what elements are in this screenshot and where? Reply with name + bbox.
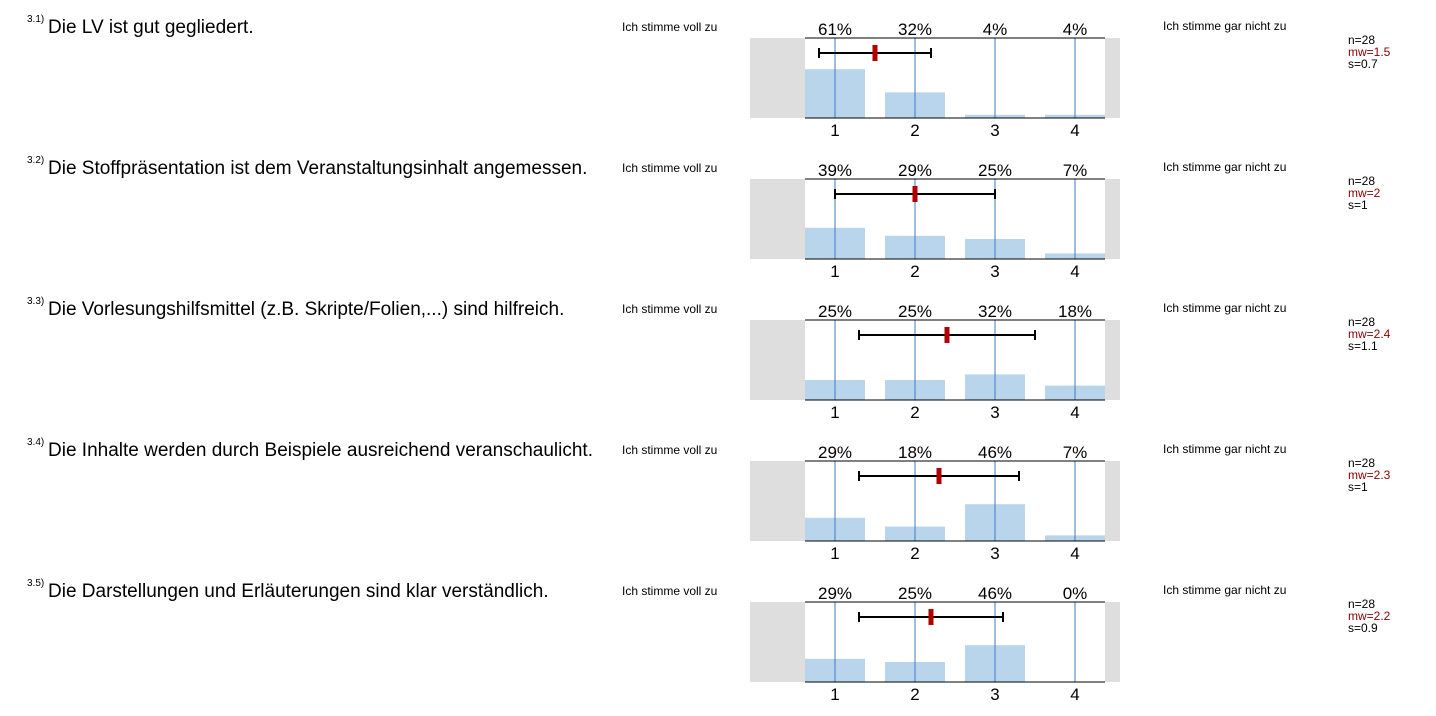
question-number: 3.1) [27,14,44,25]
scale-right-label: Ich stimme gar nicht zu [1163,584,1313,597]
tick-label: 1 [830,685,839,702]
tick-label: 4 [1070,544,1079,561]
percent-label: 4% [983,20,1008,39]
scale-left-label: Ich stimme voll zu [622,20,717,34]
question-text: Die Darstellungen und Erläuterungen sind… [48,582,608,602]
question-item: 3.4) Die Inhalte werden durch Beispiele … [0,437,1436,575]
stats-block: n=28 mw=1.5 s=0.7 [1348,34,1390,70]
tick-label: 1 [830,544,839,561]
percent-label: 25% [818,302,852,321]
scale-left-label: Ich stimme voll zu [622,302,717,316]
percent-label: 7% [1063,443,1088,462]
stat-sd: s=0.7 [1348,58,1390,70]
tick-label: 3 [990,403,999,420]
stat-sd: s=1 [1348,481,1390,493]
side-panel-left [750,461,805,541]
question-text: Die Inhalte werden durch Beispiele ausre… [48,441,608,461]
percent-label: 61% [818,20,852,39]
scale-right-label: Ich stimme gar nicht zu [1163,302,1313,315]
question-text: Die LV ist gut gegliedert. [48,18,608,38]
percent-label: 32% [978,302,1012,321]
tick-label: 2 [910,544,919,561]
tick-label: 4 [1070,403,1079,420]
stats-block: n=28 mw=2.4 s=1.1 [1348,316,1390,352]
tick-label: 4 [1070,262,1079,279]
percent-label: 29% [898,161,932,180]
rating-chart: 61% 32% 4% 4% 1 2 3 4 [740,8,1120,138]
tick-label: 1 [830,403,839,420]
tick-label: 3 [990,262,999,279]
question-number: 3.5) [27,578,44,589]
question-number: 3.4) [27,437,44,448]
percent-label: 7% [1063,161,1088,180]
scale-left-label: Ich stimme voll zu [622,443,717,457]
stat-sd: s=0.9 [1348,622,1390,634]
scale-right-label: Ich stimme gar nicht zu [1163,20,1313,33]
question-item: 3.1) Die LV ist gut gegliedert. Ich stim… [0,14,1436,152]
tick-label: 2 [910,121,919,138]
percent-label: 25% [978,161,1012,180]
stats-block: n=28 mw=2.2 s=0.9 [1348,598,1390,634]
percent-label: 39% [818,161,852,180]
percent-label: 18% [1058,302,1092,321]
mean-marker [873,45,878,61]
scale-left-label: Ich stimme voll zu [622,161,717,175]
percent-label: 29% [818,584,852,603]
question-number: 3.3) [27,296,44,307]
question-item: 3.5) Die Darstellungen und Erläuterungen… [0,578,1436,716]
side-panel-right [1105,320,1120,400]
tick-label: 2 [910,262,919,279]
tick-label: 2 [910,403,919,420]
percent-label: 46% [978,584,1012,603]
stat-sd: s=1.1 [1348,340,1390,352]
mean-marker [929,609,934,625]
side-panel-right [1105,602,1120,682]
mean-marker [937,468,942,484]
tick-label: 3 [990,544,999,561]
side-panel-right [1105,38,1120,118]
percent-label: 46% [978,443,1012,462]
tick-label: 1 [830,121,839,138]
percent-label: 18% [898,443,932,462]
scale-left-label: Ich stimme voll zu [622,584,717,598]
tick-label: 1 [830,262,839,279]
question-item: 3.2) Die Stoffpräsentation ist dem Veran… [0,155,1436,293]
percent-label: 25% [898,584,932,603]
question-text: Die Stoffpräsentation ist dem Veranstalt… [48,159,608,179]
stats-block: n=28 mw=2.3 s=1 [1348,457,1390,493]
tick-label: 4 [1070,121,1079,138]
percent-label: 4% [1063,20,1088,39]
rating-chart: 29% 18% 46% 7% 1 2 3 4 [740,431,1120,561]
tick-label: 4 [1070,685,1079,702]
tick-label: 2 [910,685,919,702]
side-panel-right [1105,461,1120,541]
rating-chart: 29% 25% 46% 0% 1 2 3 4 [740,572,1120,702]
scale-right-label: Ich stimme gar nicht zu [1163,161,1313,174]
question-item: 3.3) Die Vorlesungshilfsmittel (z.B. Skr… [0,296,1436,434]
percent-label: 25% [898,302,932,321]
question-number: 3.2) [27,155,44,166]
tick-label: 3 [990,685,999,702]
side-panel-left [750,320,805,400]
question-text: Die Vorlesungshilfsmittel (z.B. Skripte/… [48,300,608,320]
side-panel-right [1105,179,1120,259]
tick-label: 3 [990,121,999,138]
mean-marker [945,327,950,343]
side-panel-left [750,179,805,259]
rating-chart: 39% 29% 25% 7% 1 2 3 4 [740,149,1120,279]
percent-label: 0% [1063,584,1088,603]
stats-block: n=28 mw=2 s=1 [1348,175,1380,211]
stat-sd: s=1 [1348,199,1380,211]
percent-label: 29% [818,443,852,462]
side-panel-left [750,602,805,682]
mean-marker [913,186,918,202]
side-panel-left [750,38,805,118]
rating-chart: 25% 25% 32% 18% 1 2 3 4 [740,290,1120,420]
percent-label: 32% [898,20,932,39]
scale-right-label: Ich stimme gar nicht zu [1163,443,1313,456]
